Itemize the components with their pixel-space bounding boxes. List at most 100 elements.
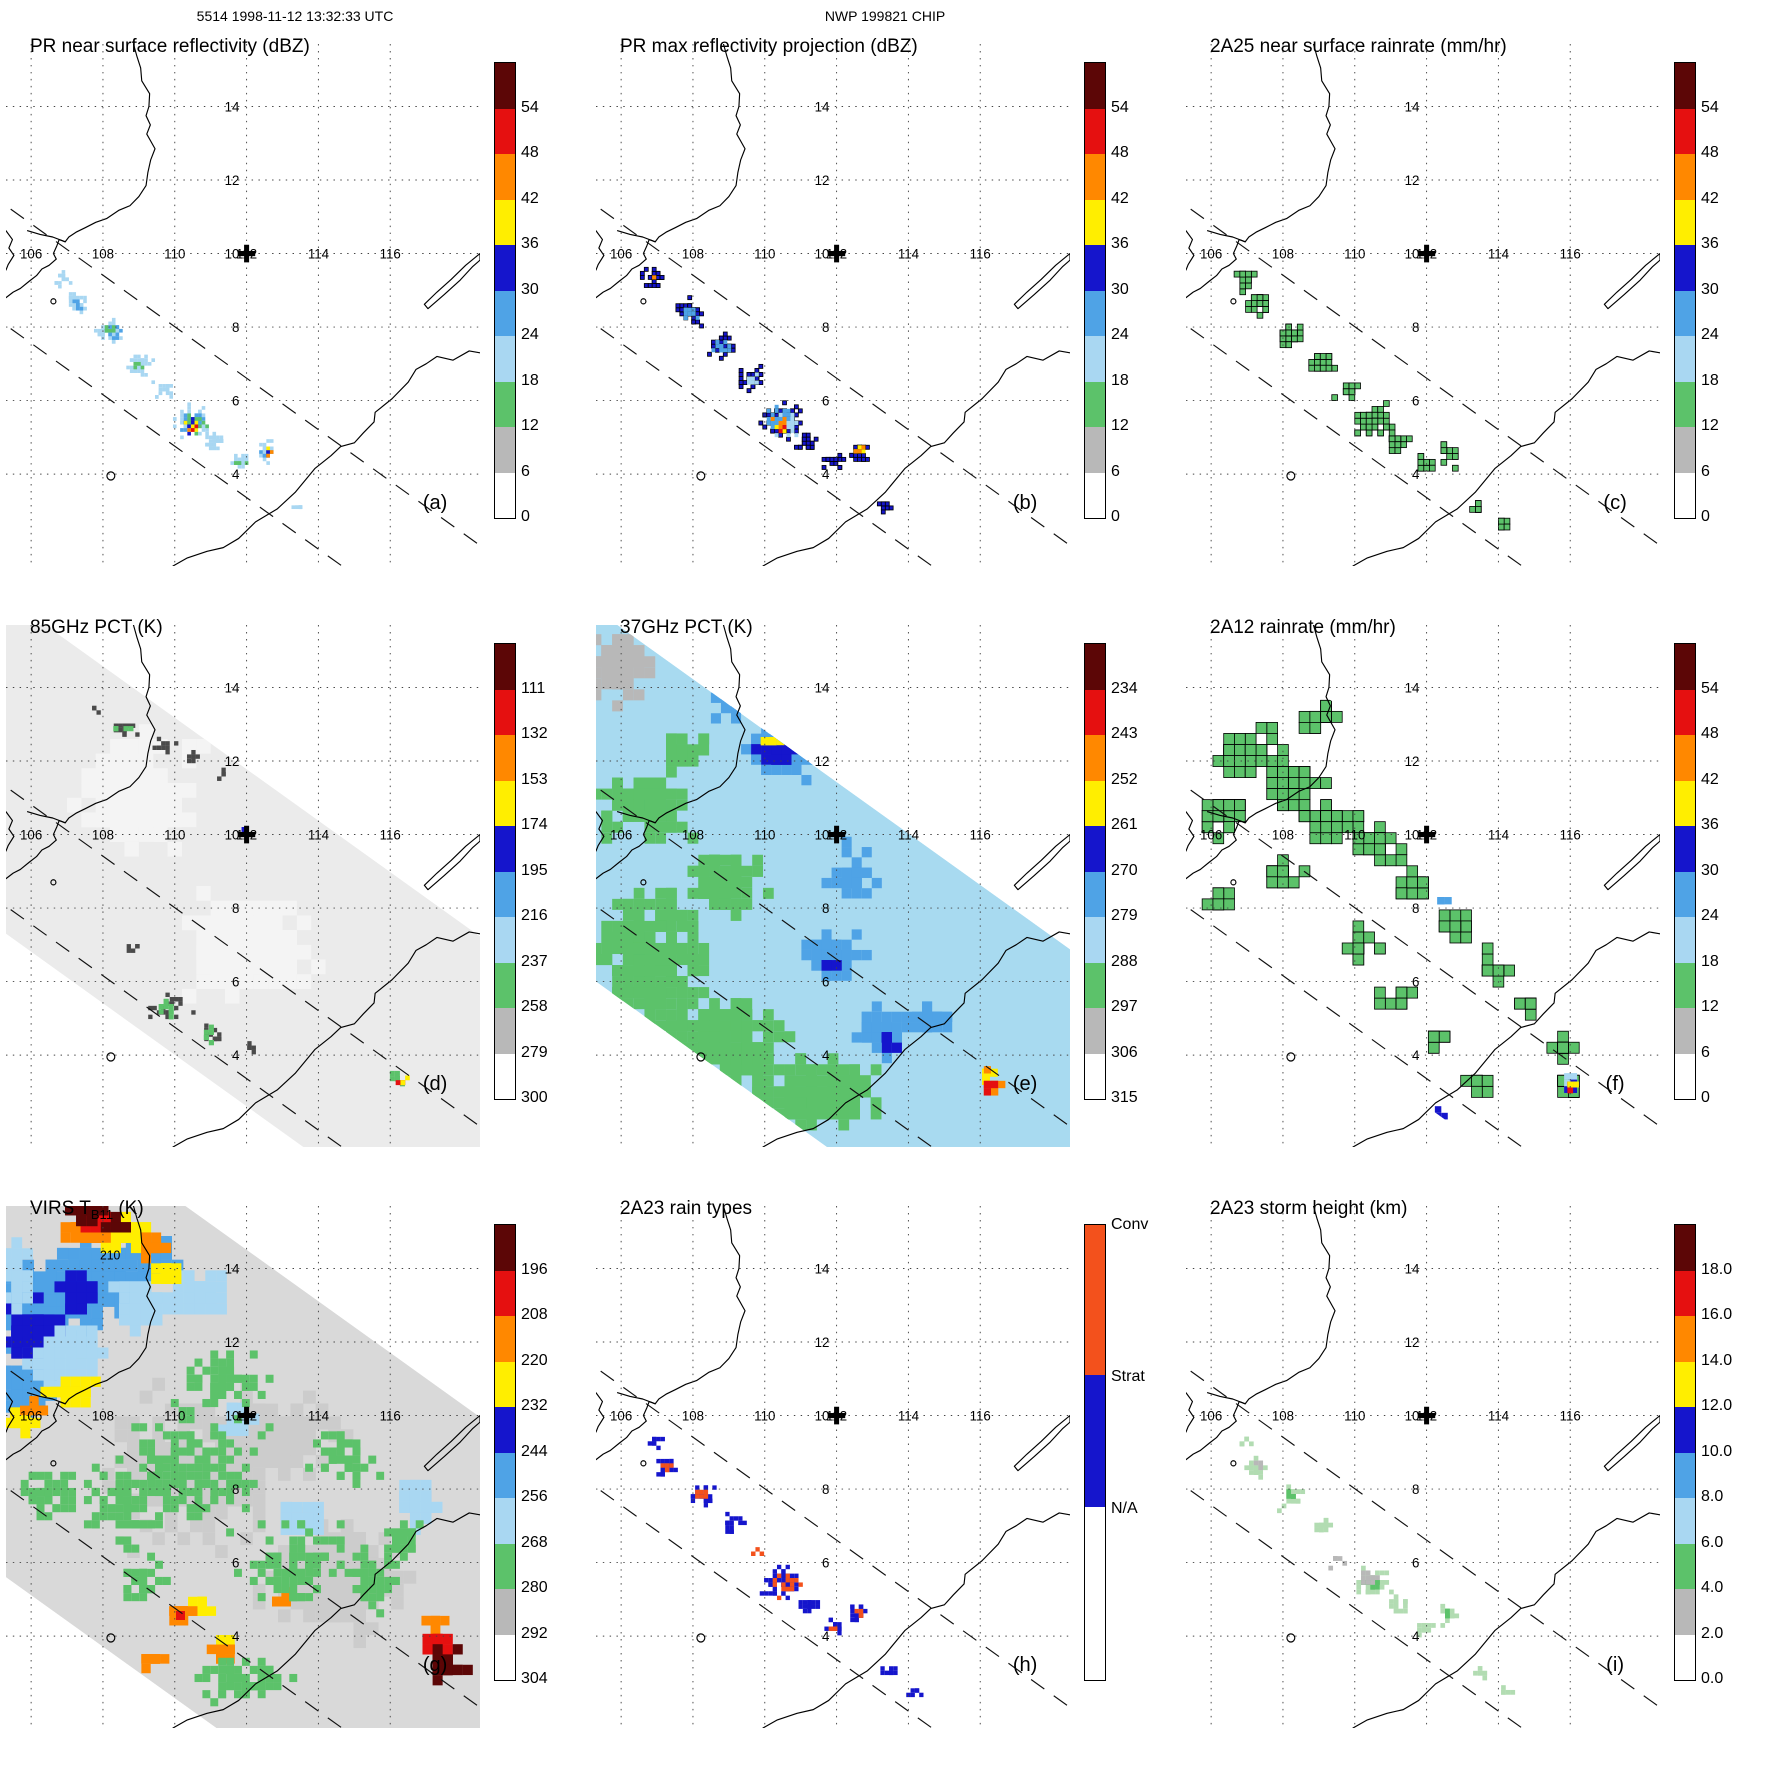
colorbar-tick-label: 288 xyxy=(1111,952,1138,970)
lat-label: 4 xyxy=(1412,1629,1420,1644)
lon-label: 108 xyxy=(682,827,704,842)
lon-label: 116 xyxy=(380,246,401,261)
colorbar-segment xyxy=(1675,472,1695,518)
colorbar-segment xyxy=(495,689,515,735)
cross-marker xyxy=(1417,825,1436,844)
colorbar-segment xyxy=(495,1452,515,1498)
colorbar-segment xyxy=(1675,780,1695,826)
colorbar-tick-label: 42 xyxy=(1701,189,1719,207)
colorbar-tick-label: 30 xyxy=(521,280,539,298)
swath-edge-dashed-line xyxy=(6,786,480,1127)
panel-h-title: 2A23 rain types xyxy=(620,1198,753,1219)
panel-e-title: 37GHz PCT (K) xyxy=(620,617,753,638)
lat-label: 12 xyxy=(815,1335,830,1350)
panel-c: 2A25 near surface rainrate (mm/hr) 10610… xyxy=(1180,26,1770,607)
colorbar-segment xyxy=(495,1361,515,1407)
coastline xyxy=(1352,931,1660,1147)
colorbar-segment xyxy=(1085,826,1105,872)
swath-edge-dashed-line xyxy=(1186,786,1660,1127)
coastline xyxy=(1186,230,1195,271)
panel-a-title-text: PR near surface reflectivity (dBZ) xyxy=(30,36,310,57)
lat-label: 12 xyxy=(1405,1335,1420,1350)
colorbar-tick-label: 12 xyxy=(521,417,539,434)
lon-label: 110 xyxy=(1344,827,1365,842)
colorbar-tick-label: 244 xyxy=(521,1442,548,1460)
lon-label: 116 xyxy=(380,827,401,842)
colorbar-tick-label: 42 xyxy=(521,189,539,207)
colorbar-e xyxy=(1084,643,1106,1100)
lat-label: 8 xyxy=(1412,901,1419,916)
colorbar-tick-label: 8.0 xyxy=(1701,1488,1724,1505)
colorbar-segment xyxy=(1675,871,1695,917)
colorbar-g-labels: 196 208 220 232 244 256 268 280 292 304 xyxy=(521,1224,585,1688)
map-i: 106108110112114116468101214(i) xyxy=(1186,1206,1660,1728)
colorbar-tick-label: 232 xyxy=(521,1397,548,1414)
colorbar-segment xyxy=(495,1316,515,1362)
lat-label: 6 xyxy=(232,1555,239,1570)
lon-label: 110 xyxy=(164,1408,185,1423)
colorbar-tick-label: 0 xyxy=(1701,508,1710,525)
colorbar-b xyxy=(1084,62,1106,519)
map-f: 106108110112114116468101214(f) xyxy=(1186,625,1660,1147)
colorbar-category-label: Strat xyxy=(1111,1368,1145,1386)
coastline xyxy=(596,230,605,271)
panel-b: PR max reflectivity projection (dBZ) 106… xyxy=(590,26,1180,607)
colorbar-tick-label: 195 xyxy=(521,861,548,879)
island-coastline xyxy=(1013,1414,1070,1472)
lat-label: 14 xyxy=(225,680,240,695)
colorbar-tick-label: 208 xyxy=(521,1306,548,1323)
lon-label: 108 xyxy=(682,246,704,261)
lat-label: 12 xyxy=(225,173,240,188)
colorbar-segment xyxy=(1675,427,1695,473)
colorbar-segment xyxy=(495,871,515,917)
small-island xyxy=(640,298,647,305)
coastline xyxy=(1186,44,1336,299)
swath-edge-dashed-line xyxy=(6,205,480,546)
lat-label: 8 xyxy=(232,901,239,916)
colorbar-segment xyxy=(1085,1507,1105,1680)
colorbar-segment xyxy=(495,63,515,109)
lon-label: 114 xyxy=(898,1408,920,1423)
colorbar-segment xyxy=(1675,290,1695,336)
colorbar-tick-label: 30 xyxy=(1701,280,1719,298)
lat-label: 8 xyxy=(232,320,239,335)
colorbar-segment xyxy=(1675,336,1695,382)
map-b: 106108110112114116468101214(b) xyxy=(596,44,1070,566)
map-d: 106108110112114116468101214(d) xyxy=(6,625,480,1147)
lat-label: 10 xyxy=(225,1408,240,1423)
colorbar-tick-label: 24 xyxy=(521,326,539,343)
lon-label: 114 xyxy=(308,1408,330,1423)
colorbar-segment xyxy=(1085,336,1105,382)
lon-label: 116 xyxy=(1560,1408,1581,1423)
colorbar-segment xyxy=(495,962,515,1008)
colorbar-segment xyxy=(1675,1452,1695,1498)
coastline xyxy=(172,1512,480,1728)
panel-f-title: 2A12 rainrate (mm/hr) xyxy=(1210,617,1396,638)
panel-letter: (a) xyxy=(423,492,448,514)
small-island xyxy=(1286,1052,1296,1062)
lon-label: 114 xyxy=(1488,827,1510,842)
colorbar-tick-label: 216 xyxy=(521,907,548,924)
colorbar-tick-label: 48 xyxy=(1701,725,1719,742)
colorbar-category-label: Conv xyxy=(1111,1216,1149,1233)
small-island xyxy=(106,1633,116,1643)
colorbar-tick-label: 237 xyxy=(521,952,548,970)
lat-label: 6 xyxy=(1412,1555,1419,1570)
small-island xyxy=(696,1052,706,1062)
lon-label: 108 xyxy=(92,827,114,842)
cross-marker xyxy=(1417,1406,1436,1425)
colorbar-tick-label: 36 xyxy=(1701,235,1719,252)
colorbar-segment xyxy=(1675,1361,1695,1407)
lat-label: 6 xyxy=(232,393,239,408)
colorbar-tick-label: 297 xyxy=(1111,998,1138,1015)
colorbar-segment xyxy=(1675,1543,1695,1589)
lat-label: 4 xyxy=(232,1048,240,1063)
colorbar-segment xyxy=(495,290,515,336)
colorbar-segment xyxy=(1085,290,1105,336)
cross-marker xyxy=(1417,244,1436,263)
island-coastline xyxy=(1603,833,1660,891)
lon-label: 106 xyxy=(20,827,42,842)
coastline xyxy=(6,625,156,880)
colorbar-category-label: N/A xyxy=(1111,1500,1138,1518)
panel-d-title: 85GHz PCT (K) xyxy=(30,617,163,638)
